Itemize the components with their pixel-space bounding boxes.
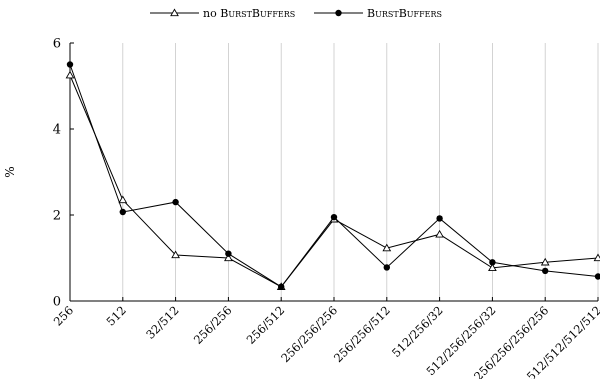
x-axis-ticks: 256 512 32/512 256/256 256/512256/256/256256… (51, 297, 600, 379)
triangle-marker (540, 257, 550, 266)
triangle-marker (224, 253, 233, 262)
legend-entry: no BURSTBUFFERS (150, 7, 295, 20)
legend-label: no BURSTBUFFERS (203, 7, 295, 20)
y-tick-label: 0 (53, 295, 61, 310)
circle-marker (119, 208, 127, 216)
legend-label: BURSTBUFFERS (367, 7, 442, 20)
triangle-marker (435, 229, 444, 238)
circle-marker (594, 273, 600, 280)
grid-lines (69, 43, 599, 301)
triangle-marker (488, 263, 497, 272)
legend: no BURSTBUFFERS BURSTBUFFERS (150, 7, 442, 20)
x-tick-label: 512 (103, 303, 128, 328)
circle-marker (172, 198, 179, 206)
circle-marker (335, 9, 342, 17)
x-tick-label: 256/512 (244, 303, 288, 347)
x-tick-label: 32/512 (143, 303, 182, 342)
triangle-marker (65, 70, 75, 79)
triangle-marker (171, 250, 180, 259)
x-tick-label: 512/256/32 (389, 303, 446, 360)
x-tick-label: 256/256/512 (331, 303, 393, 365)
y-tick-label: 2 (53, 209, 61, 224)
circle-marker (330, 213, 338, 221)
triangle-marker (593, 253, 600, 262)
x-tick-label: 256/256 (191, 303, 235, 347)
series-layer (65, 61, 600, 291)
triangle-marker (118, 195, 128, 204)
circle-marker (436, 215, 443, 222)
series-1 (65, 70, 600, 290)
circle-marker (489, 259, 496, 266)
circle-marker (66, 61, 74, 68)
legend-entry: BURSTBUFFERS (314, 7, 442, 20)
triangle-marker (382, 243, 392, 252)
circle-marker (225, 250, 232, 257)
y-axis-ticks: 0 2 4 6 (53, 37, 74, 310)
circle-marker (278, 283, 285, 291)
series-2 (66, 61, 600, 291)
y-axis-label: % (3, 166, 17, 177)
circle-marker (542, 267, 549, 275)
y-tick-label: 6 (53, 37, 61, 52)
y-tick-label: 4 (53, 123, 61, 138)
circle-marker (383, 264, 390, 271)
triangle-marker (170, 8, 179, 17)
